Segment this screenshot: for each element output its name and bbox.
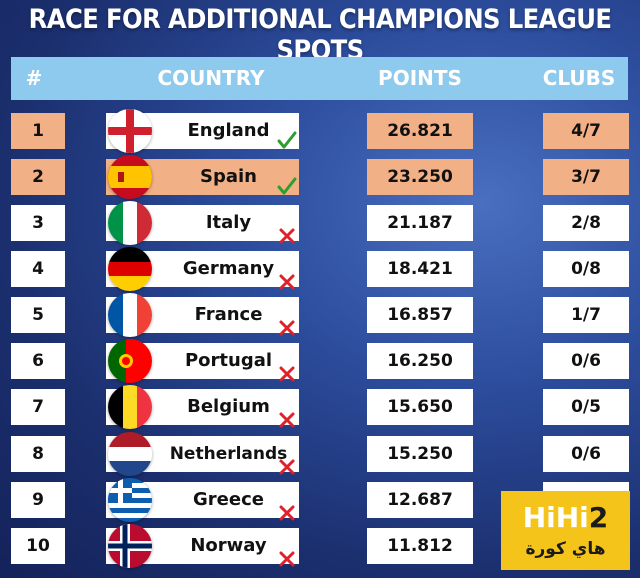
cross-icon — [279, 366, 295, 382]
points-cell: 16.250 — [367, 343, 473, 379]
rank-cell: 10 — [11, 528, 65, 564]
italy-flag-icon — [108, 201, 152, 245]
logo-2: 2 — [588, 501, 609, 534]
clubs-cell: 0/6 — [543, 343, 629, 379]
rank-cell: 9 — [11, 482, 65, 518]
greece-flag-icon — [108, 478, 152, 522]
header-country: COUNTRY — [157, 66, 265, 90]
logo-hihi: HiHi — [522, 501, 589, 534]
clubs-cell: 0/6 — [543, 436, 629, 472]
points-cell: 12.687 — [367, 482, 473, 518]
points-cell: 18.421 — [367, 251, 473, 287]
cross-icon — [279, 459, 295, 475]
france-flag-icon — [108, 293, 152, 337]
clubs-cell: 3/7 — [543, 159, 629, 195]
cross-icon — [279, 320, 295, 336]
page-title: RACE FOR ADDITIONAL CHAMPIONS LEAGUE SPO… — [28, 4, 612, 66]
rank-cell: 1 — [11, 113, 65, 149]
rank-cell: 5 — [11, 297, 65, 333]
rank-cell: 8 — [11, 436, 65, 472]
check-icon — [277, 177, 297, 195]
norway-flag-icon — [108, 524, 152, 568]
rank-cell: 7 — [11, 389, 65, 425]
rank-cell: 6 — [11, 343, 65, 379]
points-cell: 26.821 — [367, 113, 473, 149]
clubs-cell: 0/8 — [543, 251, 629, 287]
points-cell: 23.250 — [367, 159, 473, 195]
england-flag-icon — [108, 109, 152, 153]
netherlands-flag-icon — [108, 432, 152, 476]
cross-icon — [279, 412, 295, 428]
rank-cell: 4 — [11, 251, 65, 287]
hihi2-logo: HiHi2 هاي كورة — [501, 491, 630, 570]
rank-cell: 3 — [11, 205, 65, 241]
cross-icon — [279, 274, 295, 290]
cross-icon — [279, 505, 295, 521]
points-cell: 15.250 — [367, 436, 473, 472]
portugal-flag-icon — [108, 339, 152, 383]
points-cell: 21.187 — [367, 205, 473, 241]
cross-icon — [279, 551, 295, 567]
cross-icon — [279, 228, 295, 244]
spain-flag-icon — [108, 155, 152, 199]
belgium-flag-icon — [108, 385, 152, 429]
logo-arabic-text: هاي كورة — [525, 539, 606, 559]
points-cell: 16.857 — [367, 297, 473, 333]
header-rank: # — [25, 66, 43, 90]
table-header: # COUNTRY POINTS CLUBS — [11, 57, 628, 100]
header-points: POINTS — [378, 66, 462, 90]
clubs-cell: 1/7 — [543, 297, 629, 333]
check-icon — [277, 131, 297, 149]
logo-wordmark: HiHi2 — [501, 501, 630, 534]
points-cell: 11.812 — [367, 528, 473, 564]
clubs-cell: 2/8 — [543, 205, 629, 241]
clubs-cell: 4/7 — [543, 113, 629, 149]
germany-flag-icon — [108, 247, 152, 291]
rank-cell: 2 — [11, 159, 65, 195]
points-cell: 15.650 — [367, 389, 473, 425]
clubs-cell: 0/5 — [543, 389, 629, 425]
header-clubs: CLUBS — [542, 66, 616, 90]
